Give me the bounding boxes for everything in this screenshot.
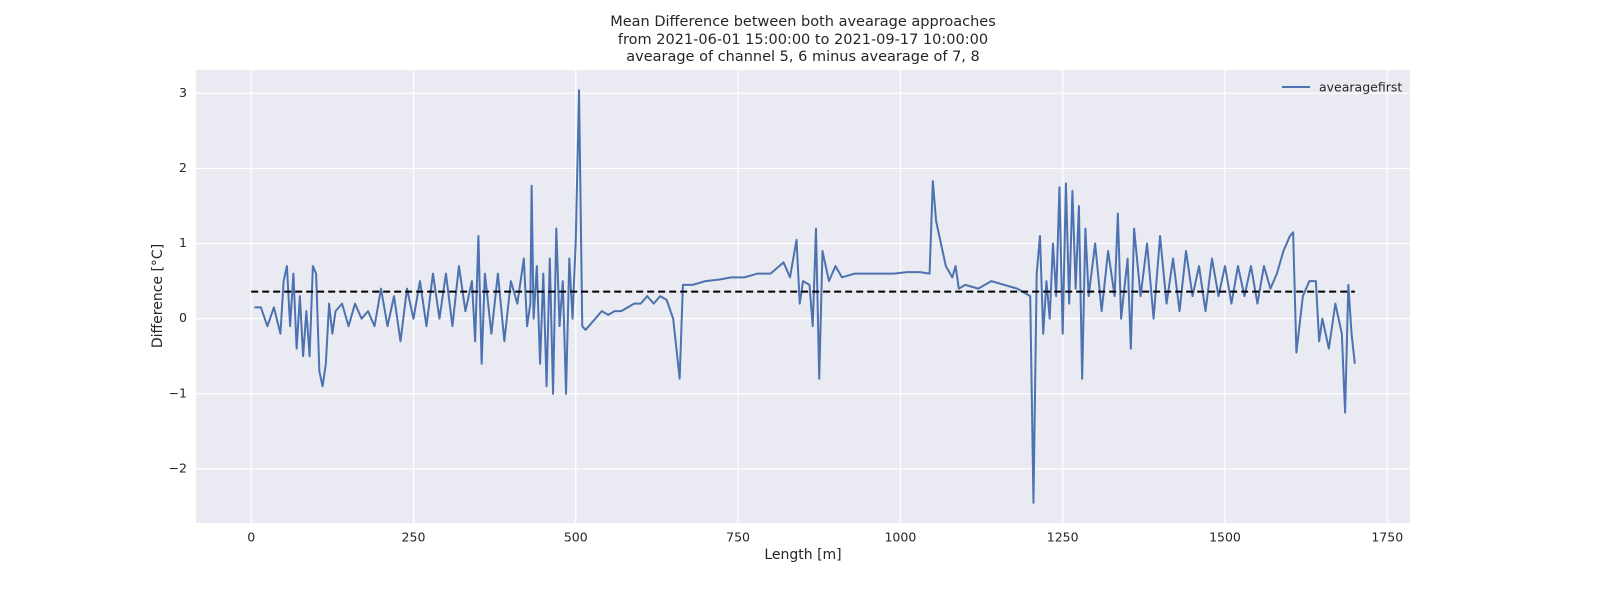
x-axis-label: Length [m] [764, 547, 841, 563]
grid [196, 70, 1410, 523]
y-tick-label: −2 [169, 460, 187, 475]
y-tick-label: 1 [179, 235, 187, 250]
x-tick-label: 1500 [1209, 530, 1241, 545]
y-tick-label: 3 [179, 85, 187, 100]
chart-subtitle: avearage of channel 5, 6 minus avearage … [626, 49, 980, 65]
marks [251, 89, 1356, 504]
y-tick-label: 0 [179, 310, 187, 325]
plot-area [196, 70, 1410, 523]
x-tick-label: 1250 [1047, 530, 1079, 545]
data-line [254, 89, 1356, 504]
y-tick-label: 2 [179, 160, 187, 175]
x-tick-label: 750 [726, 530, 750, 545]
x-tick-label: 500 [564, 530, 588, 545]
chart-title: Mean Difference between both avearage ap… [610, 14, 996, 30]
chart-subtitle: from 2021-06-01 15:00:00 to 2021-09-17 1… [618, 32, 988, 48]
y-axis-label: Difference [°C] [150, 244, 166, 348]
legend: avearagefirst [1282, 80, 1402, 95]
legend-label: avearagefirst [1319, 80, 1402, 95]
x-tick-label: 1750 [1371, 530, 1403, 545]
x-tick-label: 250 [402, 530, 426, 545]
x-tick-label: 0 [247, 530, 255, 545]
y-tick-label: −1 [169, 385, 187, 400]
x-tick-label: 1000 [884, 530, 916, 545]
